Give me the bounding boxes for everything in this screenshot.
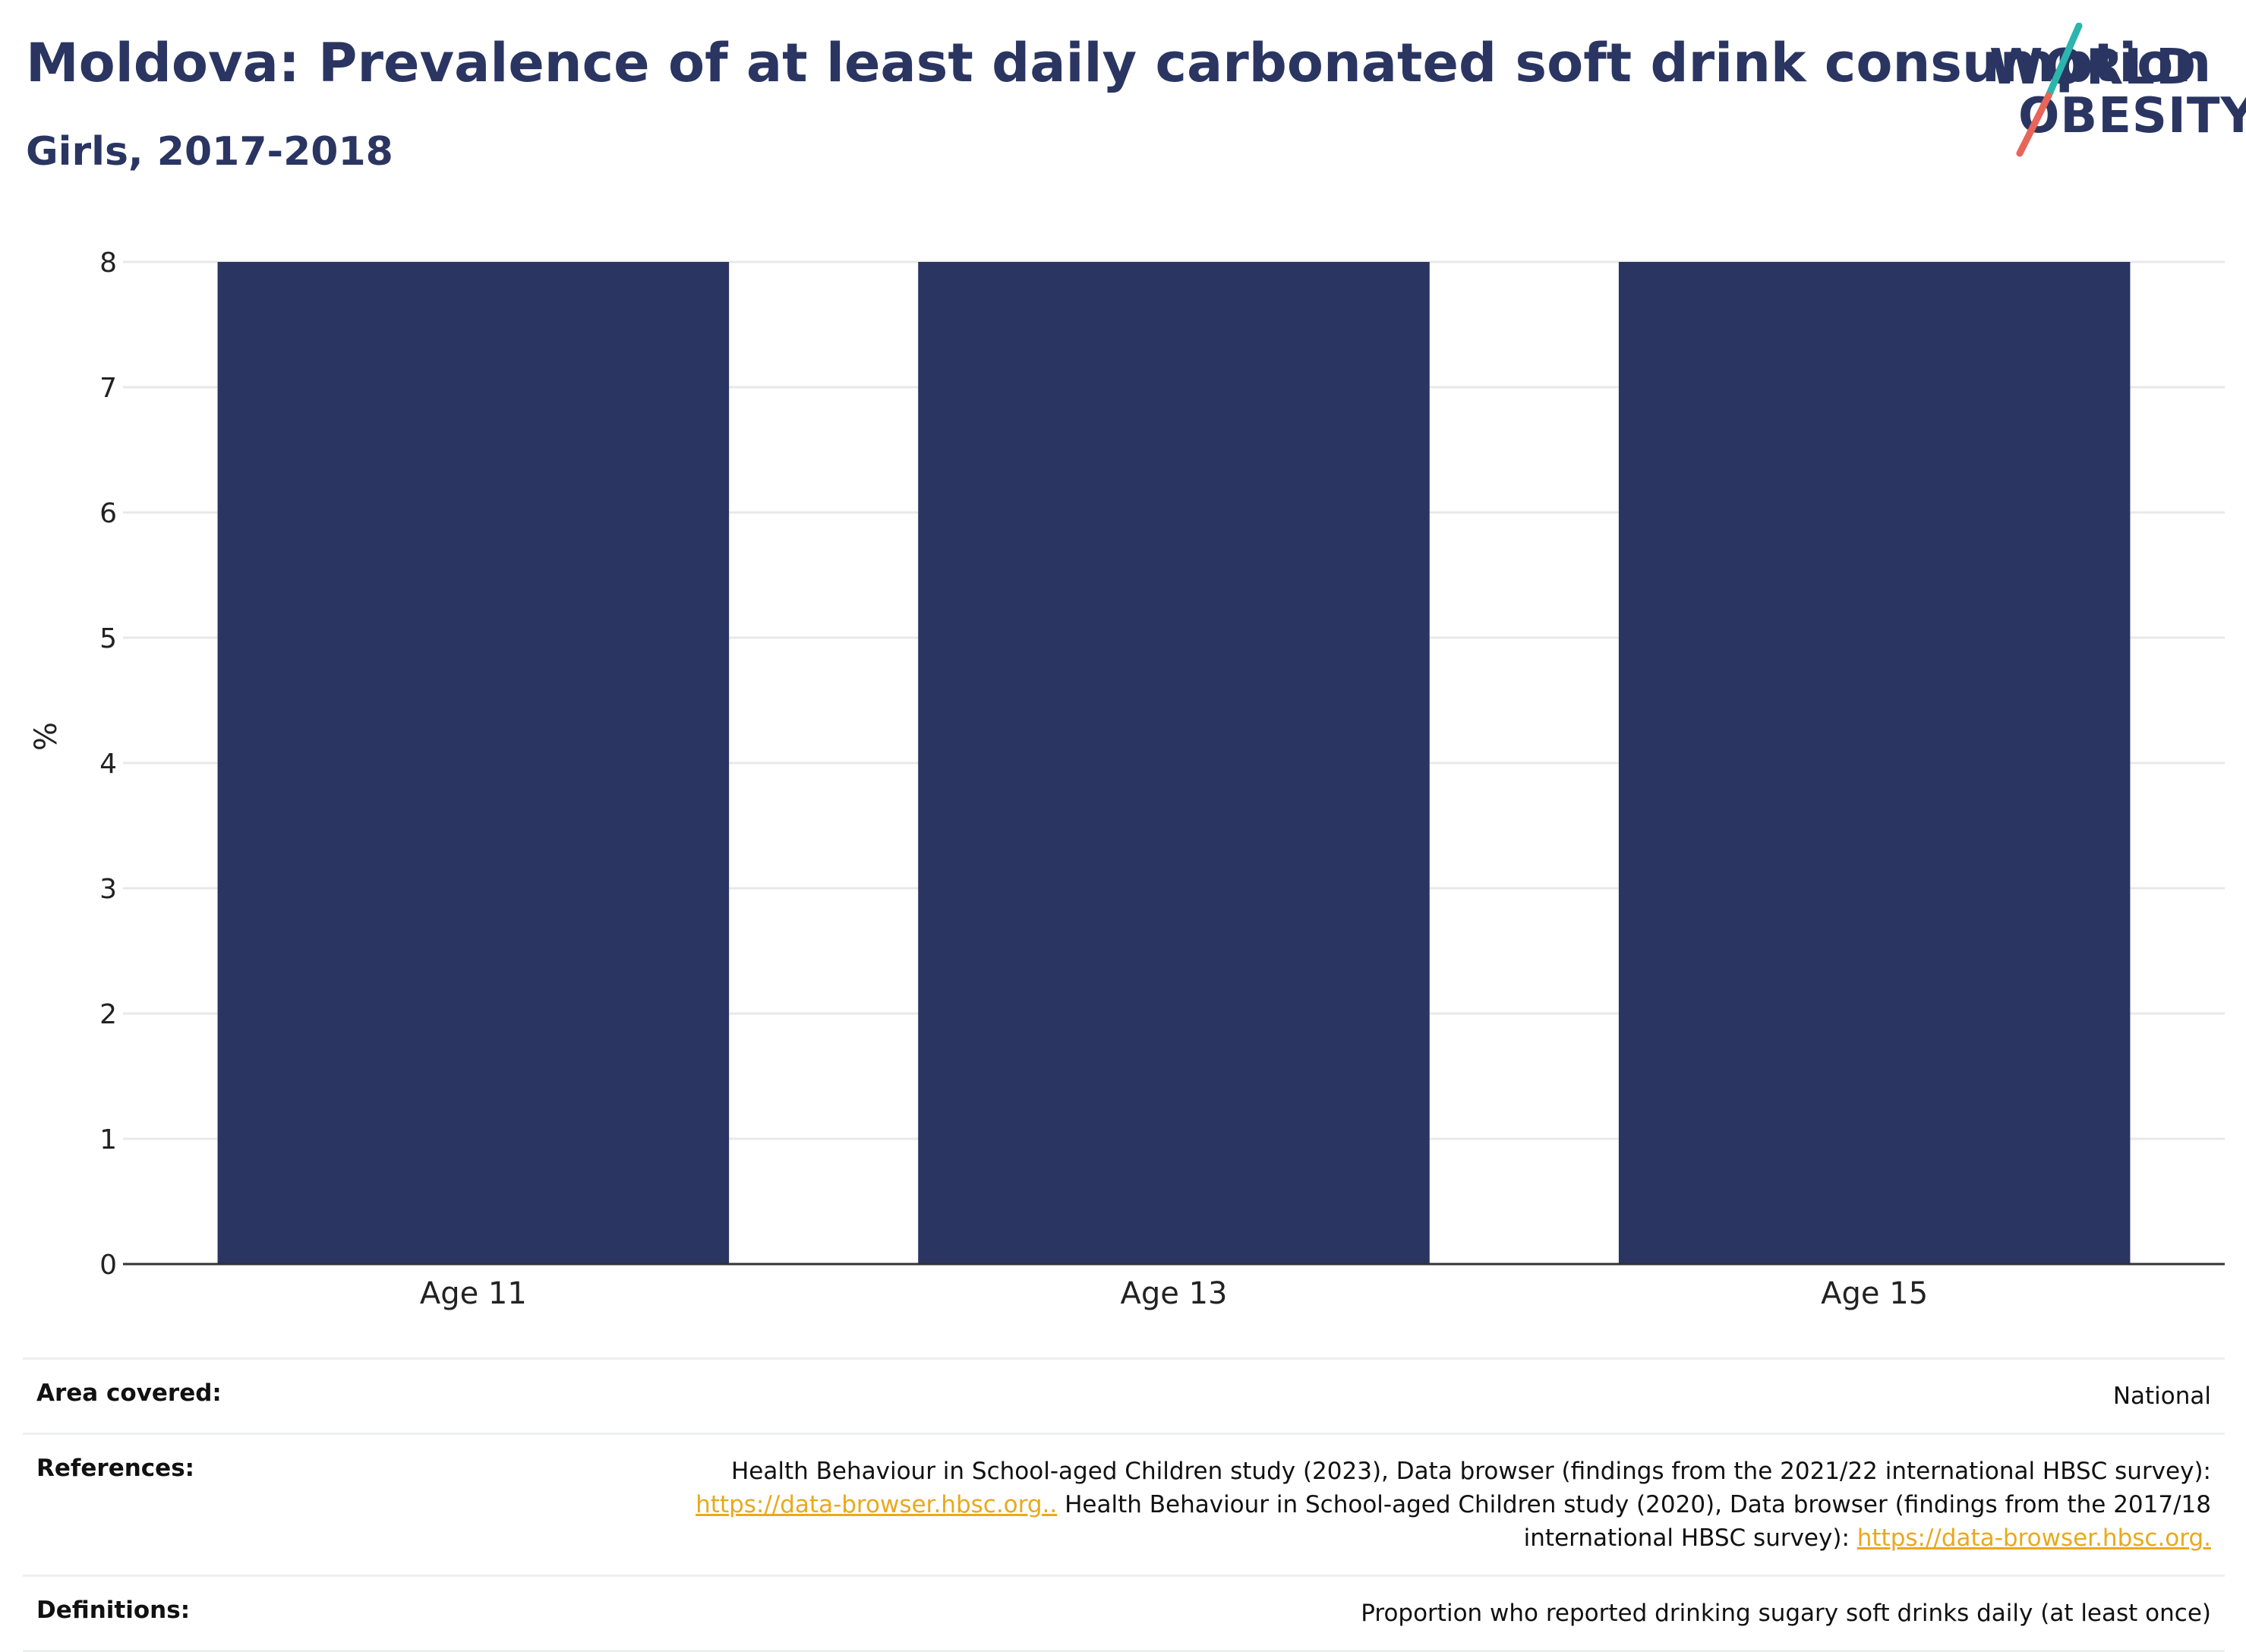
bar-1 xyxy=(217,262,730,1264)
area-covered-row: Area covered: National xyxy=(23,1360,2225,1435)
x-tick-label-3: Age 15 xyxy=(1821,1276,1928,1311)
y-tick-label-1: 1 xyxy=(99,1124,117,1155)
x-tick-label-2: Age 13 xyxy=(1121,1276,1228,1311)
y-tick-label-3: 3 xyxy=(99,874,117,905)
logo-line-2: OBESITY xyxy=(2018,88,2246,144)
chart-title: Moldova: Prevalence of at least daily ca… xyxy=(26,32,2212,94)
x-tick-label-1: Age 11 xyxy=(420,1276,527,1311)
definitions-label: Definitions: xyxy=(36,1597,191,1624)
y-tick-label-5: 5 xyxy=(99,623,117,654)
logo-line-1: WORLD xyxy=(1989,39,2197,96)
bar-2 xyxy=(918,262,1430,1264)
chart-subtitle: Girls, 2017-2018 xyxy=(26,129,393,175)
references-row: References: Health Behaviour in School-a… xyxy=(23,1435,2225,1577)
references-text-2: Health Behaviour in School-aged Children… xyxy=(1057,1491,2211,1552)
y-tick-label-0: 0 xyxy=(99,1250,117,1281)
axes: 0 1 2 3 4 5 6 7 8 Age 11 Age 13 Age 15 xyxy=(99,247,2225,1311)
world-obesity-logo: WORLD OBESITY xyxy=(1989,23,2246,159)
area-covered-label: Area covered: xyxy=(36,1379,222,1407)
y-tick-label-6: 6 xyxy=(99,498,117,529)
reference-link-2[interactable]: https://data-browser.hbsc.org. xyxy=(1856,1524,2211,1552)
definitions-row: Definitions: Proportion who reported dri… xyxy=(23,1577,2225,1652)
y-tick-label-8: 8 xyxy=(99,247,117,279)
area-covered-value: National xyxy=(2112,1382,2211,1410)
y-tick-label-4: 4 xyxy=(99,749,117,780)
bars xyxy=(217,262,2131,1264)
references-text-1: Health Behaviour in School-aged Children… xyxy=(731,1458,2211,1485)
y-tick-label-2: 2 xyxy=(99,999,117,1030)
definitions-value: Proportion who reported drinking sugary … xyxy=(1361,1600,2211,1627)
references-label: References: xyxy=(36,1455,195,1482)
reference-link-1[interactable]: https://data-browser.hbsc.org.. xyxy=(696,1491,1058,1518)
logo-slash-icon xyxy=(2016,23,2083,157)
references-value: Health Behaviour in School-aged Children… xyxy=(541,1455,2211,1555)
info-table: Area covered: National References: Healt… xyxy=(23,1357,2225,1652)
bar-3 xyxy=(1618,262,2131,1264)
y-axis-title: % xyxy=(29,722,64,751)
bar-chart: 0 1 2 3 4 5 6 7 8 Age 11 Age 13 Age 15 % xyxy=(29,247,2225,1311)
y-tick-label-7: 7 xyxy=(99,373,117,404)
